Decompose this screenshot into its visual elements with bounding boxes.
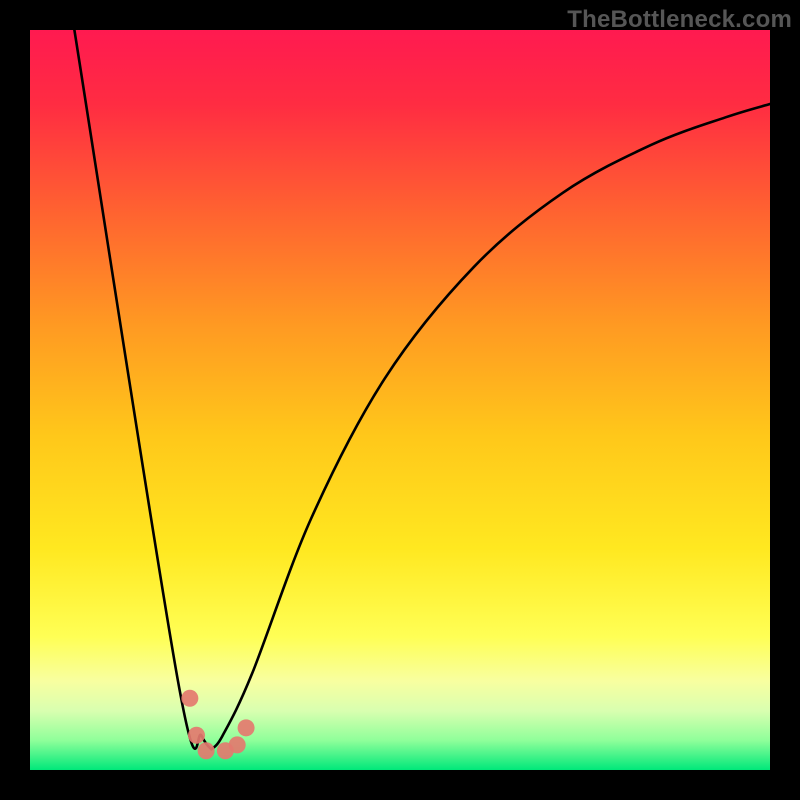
data-point bbox=[238, 719, 255, 736]
data-point bbox=[181, 690, 198, 707]
watermark-text: TheBottleneck.com bbox=[567, 6, 792, 34]
data-point bbox=[229, 736, 246, 753]
chart-svg bbox=[0, 0, 800, 800]
data-point bbox=[188, 727, 205, 744]
data-point bbox=[198, 742, 215, 759]
outer-frame: TheBottleneck.com bbox=[0, 0, 800, 800]
